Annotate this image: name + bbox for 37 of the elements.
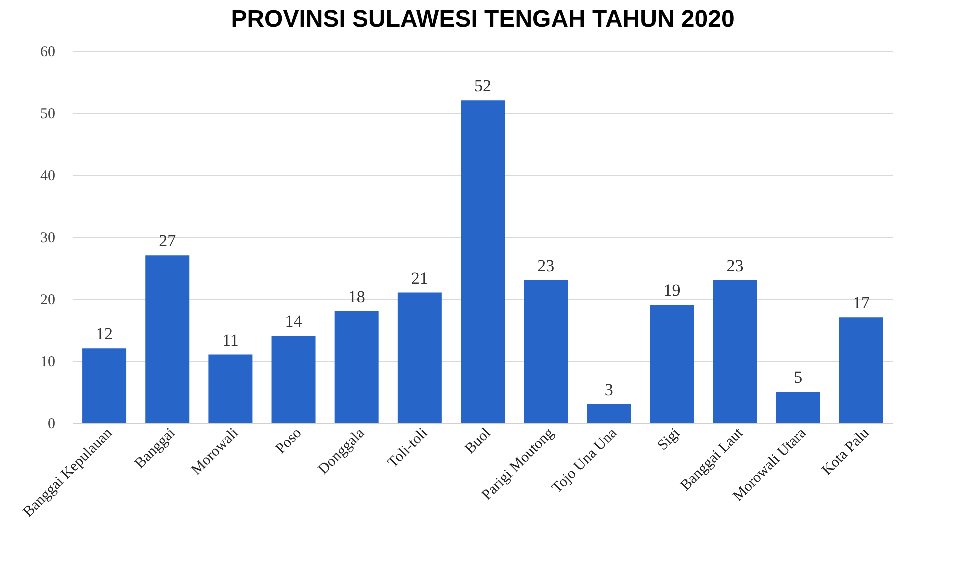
bar	[82, 348, 127, 423]
y-tick-label: 40	[40, 168, 56, 184]
bar	[776, 392, 820, 423]
data-label: 3	[604, 380, 614, 400]
x-tick-label: Sigi	[655, 426, 684, 454]
data-label: 18	[348, 287, 366, 306]
bar	[524, 280, 568, 423]
data-label: 17	[852, 294, 870, 313]
data-label: 52	[474, 76, 492, 96]
data-label: 19	[664, 281, 681, 300]
y-tick-label: 60	[40, 44, 56, 60]
bar	[398, 292, 442, 423]
y-tick-label: 10	[40, 354, 56, 370]
data-label: 23	[726, 256, 744, 276]
bar	[146, 256, 190, 423]
bar	[334, 311, 379, 423]
data-label: 11	[222, 330, 239, 350]
bar	[713, 280, 758, 423]
data-label: 21	[411, 268, 428, 288]
x-tick-label: Poso	[273, 426, 306, 458]
data-label: 12	[96, 324, 114, 344]
bar	[839, 318, 884, 423]
bar	[461, 100, 505, 423]
data-label: 14	[285, 312, 303, 332]
data-label: 27	[159, 232, 177, 251]
y-tick-label: 50	[40, 106, 56, 122]
bar	[272, 336, 316, 423]
chart-title: PROVINSI SULAWESI TENGAH TAHUN 2020	[231, 6, 735, 33]
y-tick-label: 20	[40, 292, 56, 308]
x-tick-label: Kota Palu	[819, 425, 874, 479]
bar	[587, 404, 632, 423]
bar	[208, 354, 253, 423]
y-tick-label: 0	[48, 416, 56, 432]
y-tick-label: 30	[40, 230, 56, 246]
data-label: 5	[794, 368, 803, 387]
bar	[650, 305, 694, 423]
data-label: 23	[538, 256, 555, 276]
